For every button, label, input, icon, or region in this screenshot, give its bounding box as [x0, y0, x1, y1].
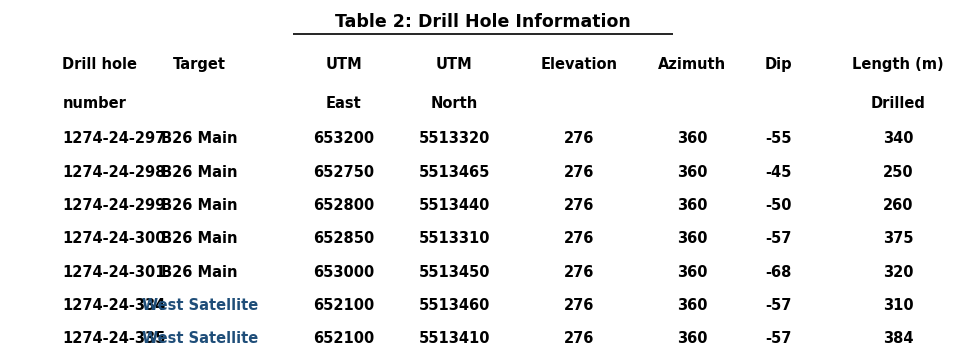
Text: 320: 320: [883, 265, 913, 280]
Text: UTM: UTM: [436, 57, 472, 72]
Text: -57: -57: [766, 298, 792, 313]
Text: 653000: 653000: [313, 265, 375, 280]
Text: B26 Main: B26 Main: [161, 165, 238, 180]
Text: 1274-24-298: 1274-24-298: [63, 165, 166, 180]
Text: 1274-24-334: 1274-24-334: [63, 298, 165, 313]
Text: 360: 360: [677, 131, 708, 146]
Text: 375: 375: [883, 231, 913, 246]
Text: East: East: [326, 96, 361, 111]
Text: 5513440: 5513440: [418, 198, 490, 213]
Text: -45: -45: [766, 165, 792, 180]
Text: West Satellite: West Satellite: [142, 331, 258, 346]
Text: North: North: [431, 96, 478, 111]
Text: 276: 276: [564, 131, 594, 146]
Text: -55: -55: [766, 131, 792, 146]
Text: B26 Main: B26 Main: [161, 231, 238, 246]
Text: B26 Main: B26 Main: [161, 265, 238, 280]
Text: West Satellite: West Satellite: [142, 298, 258, 313]
Text: Elevation: Elevation: [541, 57, 617, 72]
Text: 250: 250: [883, 165, 913, 180]
Text: 276: 276: [564, 198, 594, 213]
Text: Drill hole: Drill hole: [63, 57, 137, 72]
Text: 310: 310: [883, 298, 913, 313]
Text: 276: 276: [564, 265, 594, 280]
Text: 652750: 652750: [313, 165, 374, 180]
Text: number: number: [63, 96, 127, 111]
Text: 340: 340: [883, 131, 913, 146]
Text: -68: -68: [766, 265, 792, 280]
Text: 276: 276: [564, 331, 594, 346]
Text: Azimuth: Azimuth: [658, 57, 726, 72]
Text: 652100: 652100: [313, 331, 375, 346]
Text: 360: 360: [677, 265, 708, 280]
Text: -50: -50: [766, 198, 792, 213]
Text: 1274-24-301: 1274-24-301: [63, 265, 166, 280]
Text: 653200: 653200: [313, 131, 374, 146]
Text: 652800: 652800: [313, 198, 375, 213]
Text: 652850: 652850: [313, 231, 375, 246]
Text: Length (m): Length (m): [852, 57, 944, 72]
Text: 360: 360: [677, 165, 708, 180]
Text: 5513320: 5513320: [418, 131, 490, 146]
Text: 360: 360: [677, 331, 708, 346]
Text: 276: 276: [564, 298, 594, 313]
Text: 360: 360: [677, 298, 708, 313]
Text: 5513410: 5513410: [418, 331, 490, 346]
Text: B26 Main: B26 Main: [161, 131, 238, 146]
Text: 276: 276: [564, 165, 594, 180]
Text: 5513310: 5513310: [418, 231, 490, 246]
Text: 1274-24-300: 1274-24-300: [63, 231, 166, 246]
Text: Dip: Dip: [765, 57, 793, 72]
Text: Target: Target: [173, 57, 226, 72]
Text: 1274-24-335: 1274-24-335: [63, 331, 166, 346]
Text: -57: -57: [766, 231, 792, 246]
Text: 652100: 652100: [313, 298, 375, 313]
Text: 360: 360: [677, 231, 708, 246]
Text: 5513460: 5513460: [418, 298, 490, 313]
Text: 260: 260: [883, 198, 913, 213]
Text: B26 Main: B26 Main: [161, 198, 238, 213]
Text: 5513450: 5513450: [418, 265, 490, 280]
Text: Drilled: Drilled: [870, 96, 925, 111]
Text: 1274-24-299: 1274-24-299: [63, 198, 165, 213]
Text: 276: 276: [564, 231, 594, 246]
Text: Table 2: Drill Hole Information: Table 2: Drill Hole Information: [335, 13, 631, 31]
Text: 5513465: 5513465: [418, 165, 490, 180]
Text: UTM: UTM: [326, 57, 362, 72]
Text: -57: -57: [766, 331, 792, 346]
Text: 384: 384: [883, 331, 913, 346]
Text: 360: 360: [677, 198, 708, 213]
Text: 1274-24-297: 1274-24-297: [63, 131, 165, 146]
